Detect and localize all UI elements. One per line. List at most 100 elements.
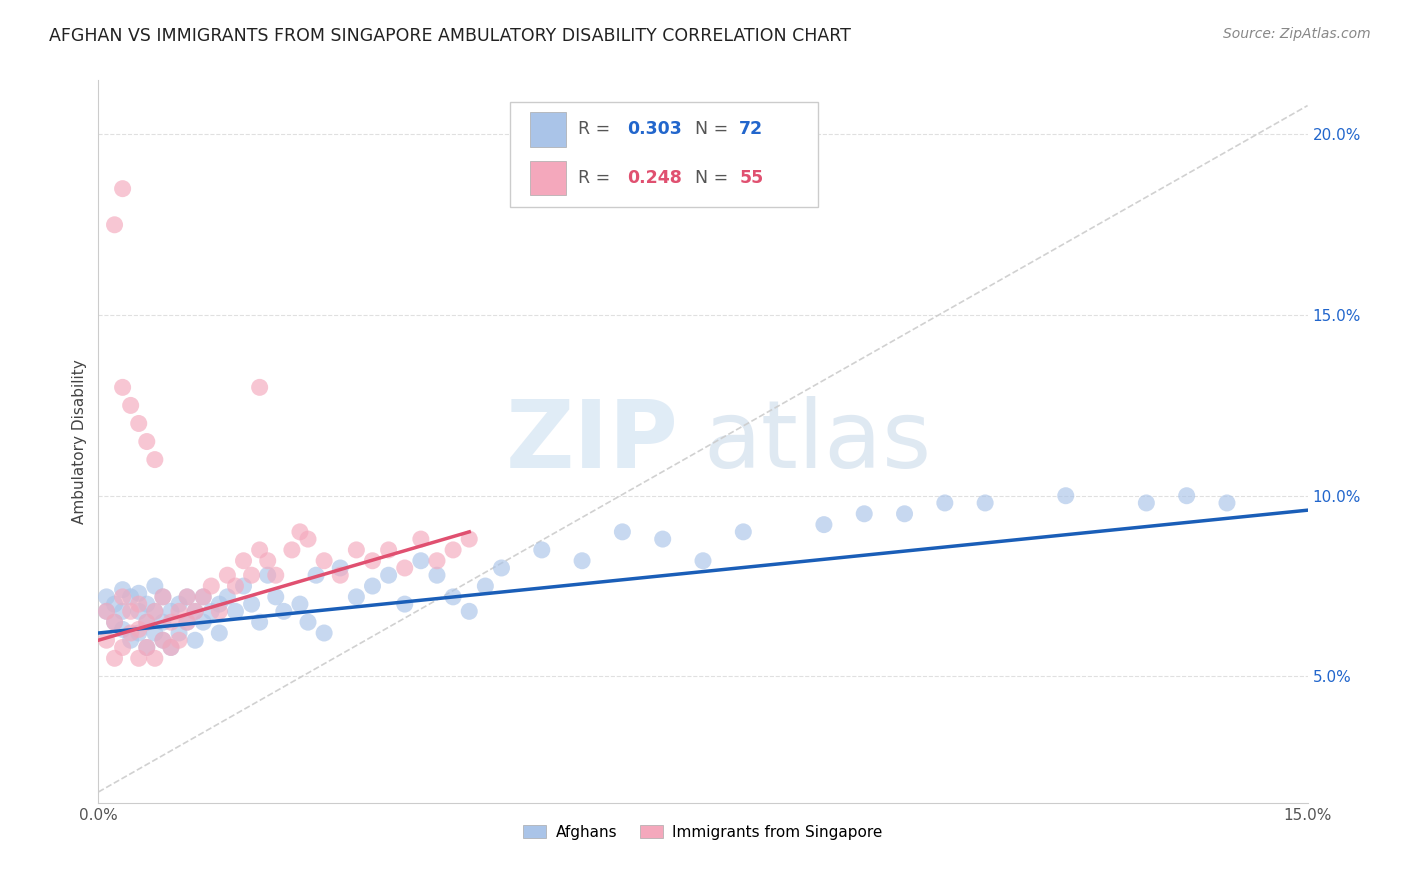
Point	[612, 524, 634, 539]
Point	[135, 597, 157, 611]
FancyBboxPatch shape	[509, 102, 818, 207]
Point	[135, 640, 157, 655]
Point	[530, 542, 553, 557]
Point	[96, 604, 118, 618]
Text: N =: N =	[695, 120, 734, 138]
Point	[103, 615, 125, 630]
Point	[264, 590, 287, 604]
Text: 0.248: 0.248	[627, 169, 682, 187]
Point	[240, 568, 263, 582]
Point	[143, 626, 166, 640]
Point	[249, 615, 271, 630]
Point	[111, 604, 134, 618]
Point	[120, 633, 142, 648]
Point	[297, 615, 319, 630]
Point	[160, 615, 183, 630]
Text: 55: 55	[740, 169, 763, 187]
Point	[96, 604, 118, 618]
Point	[176, 615, 198, 630]
Point	[167, 597, 190, 611]
Point	[143, 452, 166, 467]
Point	[128, 417, 150, 431]
Point	[813, 517, 835, 532]
Point	[200, 604, 222, 618]
Point	[120, 590, 142, 604]
Point	[143, 604, 166, 618]
Point	[103, 615, 125, 630]
Point	[344, 590, 367, 604]
Point	[377, 568, 399, 582]
Text: Source: ZipAtlas.com: Source: ZipAtlas.com	[1223, 27, 1371, 41]
Point	[1175, 489, 1198, 503]
Point	[128, 586, 150, 600]
Point	[394, 597, 416, 611]
Point	[128, 604, 150, 618]
Point	[135, 615, 157, 630]
Point	[120, 626, 142, 640]
Point	[491, 561, 513, 575]
Point	[135, 434, 157, 449]
Point	[288, 524, 311, 539]
Point	[314, 626, 336, 640]
Point	[256, 568, 278, 582]
Point	[152, 615, 174, 630]
Point	[288, 597, 311, 611]
Point	[426, 554, 449, 568]
Point	[103, 218, 125, 232]
Y-axis label: Ambulatory Disability: Ambulatory Disability	[72, 359, 87, 524]
Point	[143, 579, 166, 593]
Point	[305, 568, 328, 582]
Point	[458, 604, 481, 618]
Point	[651, 532, 673, 546]
Point	[208, 597, 231, 611]
Point	[232, 579, 254, 593]
Point	[571, 554, 593, 568]
Point	[281, 542, 304, 557]
Point	[111, 623, 134, 637]
Point	[344, 542, 367, 557]
Point	[1054, 489, 1077, 503]
Point	[111, 582, 134, 597]
Point	[128, 626, 150, 640]
Text: ZIP: ZIP	[506, 395, 679, 488]
Point	[692, 554, 714, 568]
Point	[111, 640, 134, 655]
Point	[217, 590, 239, 604]
Point	[232, 554, 254, 568]
Point	[273, 604, 295, 618]
Point	[120, 398, 142, 412]
Point	[208, 626, 231, 640]
Point	[193, 615, 215, 630]
Point	[96, 633, 118, 648]
Point	[152, 633, 174, 648]
Point	[256, 554, 278, 568]
Point	[184, 604, 207, 618]
Point	[934, 496, 956, 510]
Point	[377, 542, 399, 557]
Point	[143, 651, 166, 665]
Text: AFGHAN VS IMMIGRANTS FROM SINGAPORE AMBULATORY DISABILITY CORRELATION CHART: AFGHAN VS IMMIGRANTS FROM SINGAPORE AMBU…	[49, 27, 851, 45]
Point	[176, 590, 198, 604]
Text: 0.303: 0.303	[627, 120, 682, 138]
Text: R =: R =	[578, 169, 616, 187]
Point	[200, 579, 222, 593]
Point	[103, 597, 125, 611]
Point	[120, 604, 142, 618]
Text: R =: R =	[578, 120, 616, 138]
Point	[394, 561, 416, 575]
Point	[160, 640, 183, 655]
Point	[1135, 496, 1157, 510]
Point	[160, 640, 183, 655]
Point	[441, 590, 464, 604]
Point	[152, 633, 174, 648]
Point	[409, 532, 432, 546]
Point	[474, 579, 496, 593]
Text: atlas: atlas	[703, 395, 931, 488]
Point	[329, 561, 352, 575]
Text: 72: 72	[740, 120, 763, 138]
Point	[160, 604, 183, 618]
Point	[458, 532, 481, 546]
Point	[240, 597, 263, 611]
Point	[426, 568, 449, 582]
Point	[361, 554, 384, 568]
